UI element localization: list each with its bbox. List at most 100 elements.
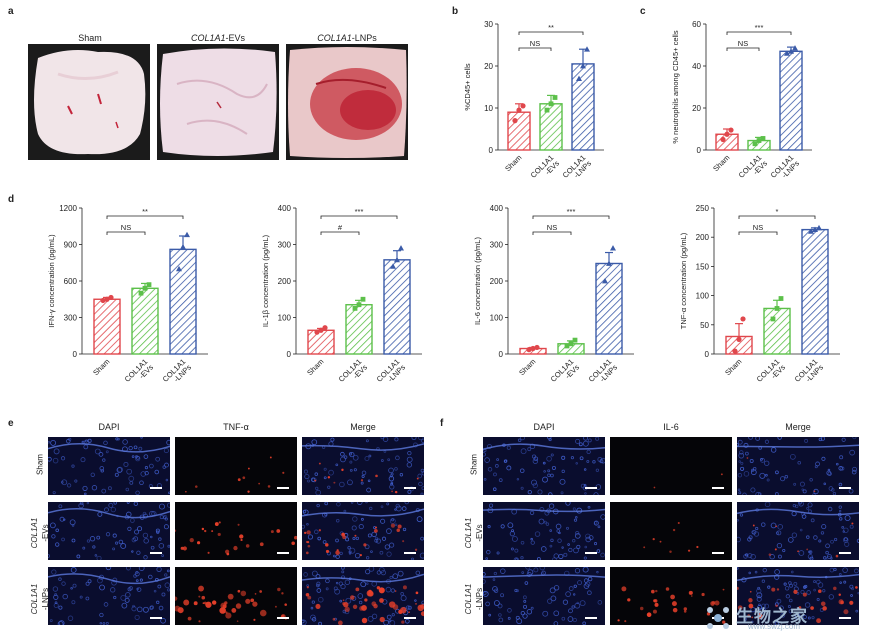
data-point bbox=[516, 107, 522, 113]
x-tick-label: COL1A1-EVs bbox=[755, 357, 788, 390]
bar bbox=[507, 111, 531, 151]
chart-b: 0 10 20 30 %CD45+ cells Sham COL1A1-EVs COL1A1-… bbox=[452, 8, 642, 195]
watermark-text: 生物之家 bbox=[736, 607, 808, 627]
data-point bbox=[606, 260, 612, 266]
micrograph-f-1-0 bbox=[483, 502, 605, 560]
scale-bar bbox=[404, 617, 416, 619]
chart-c: 0 20 40 60 % neutrophils among CD45+ cells Sh… bbox=[660, 8, 850, 195]
data-point bbox=[360, 296, 366, 302]
data-point bbox=[732, 348, 738, 354]
watermark-logo-icon bbox=[707, 607, 729, 629]
e-row-sham: Sham bbox=[35, 454, 45, 475]
micrograph-f-2-1 bbox=[610, 567, 732, 625]
data-point bbox=[584, 46, 590, 52]
data-point bbox=[314, 329, 320, 335]
data-point bbox=[756, 138, 762, 143]
f-col-il6: IL-6 bbox=[663, 422, 679, 432]
bar bbox=[307, 329, 335, 355]
bar bbox=[383, 259, 411, 355]
x-tick-label: COL1A1-LNPs bbox=[769, 153, 802, 186]
significance-label: NS bbox=[121, 223, 131, 232]
x-tick-label: Sham bbox=[711, 153, 731, 173]
y-tick-label: 40 bbox=[692, 62, 701, 71]
data-point bbox=[784, 50, 790, 56]
photo-title-lnps: COL1A1-LNPs bbox=[317, 33, 377, 43]
y-tick-label: 100 bbox=[490, 314, 504, 323]
x-tick-label: COL1A1-EVs bbox=[549, 357, 582, 390]
significance-label: *** bbox=[355, 207, 364, 216]
tissue-photo-sham bbox=[28, 44, 150, 160]
micrograph-e-2-2 bbox=[302, 567, 424, 625]
panel-label-f: f bbox=[440, 418, 444, 429]
significance-bracket bbox=[726, 47, 760, 51]
significance-bracket bbox=[518, 31, 584, 35]
watermark: 生物之家 www.swzj.com bbox=[704, 604, 864, 632]
data-point bbox=[184, 231, 190, 238]
scale-bar bbox=[150, 552, 162, 554]
data-point bbox=[176, 265, 182, 272]
data-point bbox=[356, 302, 362, 308]
x-tick-label: COL1A1-LNPs bbox=[587, 357, 620, 390]
data-point bbox=[390, 263, 396, 269]
watermark-url: www.swzj.com bbox=[748, 622, 801, 631]
micrograph-f-1-2 bbox=[737, 502, 859, 560]
micrograph-f-2-2 bbox=[737, 567, 859, 625]
y-axis-label: IL-1β concentration (pg/mL) bbox=[261, 234, 270, 327]
significance-bracket bbox=[738, 231, 778, 235]
data-point bbox=[520, 103, 526, 109]
y-tick-label: 200 bbox=[278, 277, 292, 286]
x-tick-label: Sham bbox=[517, 357, 537, 377]
y-tick-label: 400 bbox=[278, 204, 292, 213]
y-tick-label: 200 bbox=[490, 277, 504, 286]
data-point bbox=[180, 243, 186, 250]
y-tick-label: 1200 bbox=[59, 204, 77, 213]
micrograph-e-0-2 bbox=[302, 437, 424, 495]
micrograph-f-2-0 bbox=[483, 567, 605, 625]
significance-label: NS bbox=[738, 39, 748, 48]
panel-label-b: b bbox=[452, 6, 459, 17]
data-point bbox=[792, 45, 798, 51]
data-point bbox=[318, 327, 324, 333]
x-tick-label: COL1A1-LNPs bbox=[375, 357, 408, 390]
data-point bbox=[146, 282, 152, 288]
significance-label: ** bbox=[142, 207, 148, 216]
e-col-merge: Merge bbox=[350, 422, 376, 432]
e-col-dapi: DAPI bbox=[98, 422, 120, 432]
bar bbox=[595, 262, 623, 355]
data-point bbox=[564, 343, 570, 349]
data-point bbox=[530, 345, 536, 352]
data-point bbox=[610, 245, 616, 251]
y-tick-label: 250 bbox=[696, 204, 710, 213]
data-point bbox=[138, 290, 144, 296]
data-point bbox=[512, 118, 518, 124]
scale-bar bbox=[585, 552, 597, 554]
y-tick-label: 20 bbox=[692, 104, 701, 113]
y-tick-label: 900 bbox=[64, 241, 78, 250]
y-tick-label: 400 bbox=[490, 204, 504, 213]
bar bbox=[169, 248, 197, 355]
f-row-evs: COL1A1 -EVs bbox=[464, 517, 484, 549]
data-point bbox=[788, 48, 794, 54]
y-axis-label: IL-6 concentration (pg/mL) bbox=[473, 237, 482, 325]
data-point bbox=[552, 95, 558, 100]
scale-bar bbox=[712, 487, 724, 489]
x-tick-label: COL1A1-EVs bbox=[737, 153, 770, 186]
chart-d1: 0 300 600 900 1200 IFN-γ concentration (pg/mL… bbox=[28, 196, 228, 411]
data-point bbox=[720, 136, 726, 143]
data-point bbox=[770, 316, 776, 322]
scale-bar bbox=[277, 487, 289, 489]
data-point bbox=[760, 136, 766, 141]
scale-bar bbox=[277, 552, 289, 554]
y-tick-label: 150 bbox=[696, 262, 710, 271]
y-axis-label: %CD45+ cells bbox=[463, 63, 472, 111]
y-tick-label: 60 bbox=[692, 20, 701, 29]
micrograph-f-0-2 bbox=[737, 437, 859, 495]
chart-d2: 0 100 200 300 400 IL-1β concentration (pg/mL)… bbox=[242, 196, 442, 411]
micrograph-e-0-1 bbox=[175, 437, 297, 495]
f-row-lnps: COL1A1 -LNPs bbox=[464, 583, 484, 615]
x-tick-label: Sham bbox=[503, 153, 523, 173]
x-tick-label: Sham bbox=[723, 357, 743, 377]
significance-bracket bbox=[320, 231, 360, 235]
y-tick-label: 100 bbox=[696, 292, 710, 301]
tissue-photo-lnps bbox=[286, 44, 408, 160]
